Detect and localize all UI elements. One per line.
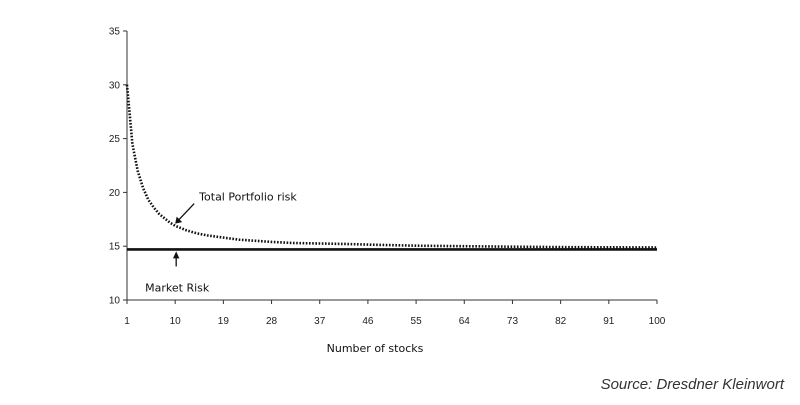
x-tick-label: 10 — [170, 316, 182, 327]
y-tick-label: 35 — [109, 27, 121, 38]
series-line-total-portfolio-risk — [125, 84, 658, 249]
arrow-total-portfolio-risk — [176, 203, 195, 223]
x-tick-label: 82 — [555, 316, 567, 327]
x-axis-title: Number of stocks — [327, 342, 424, 355]
x-tick-label: 73 — [507, 316, 519, 327]
x-tick-label: 37 — [314, 316, 326, 327]
x-tick-label: 91 — [603, 316, 615, 327]
source-caption: Source: Dresdner Kleinwort — [600, 376, 784, 393]
x-tick-label: 46 — [362, 316, 374, 327]
x-tick-label: 19 — [218, 316, 230, 327]
arrowhead-total-portfolio-risk — [175, 216, 183, 224]
x-tick-label: 1 — [124, 316, 130, 327]
y-tick-label: 15 — [109, 242, 121, 253]
arrowhead-market-risk — [172, 251, 180, 259]
y-tick-label: 30 — [109, 80, 121, 91]
annotations-group: Total Portfolio risk Market Risk Number … — [145, 191, 423, 355]
x-tick-label: 55 — [411, 316, 423, 327]
y-tick-label: 10 — [109, 296, 121, 307]
x-tick-label: 64 — [459, 316, 471, 327]
y-tick-label: 20 — [109, 188, 121, 199]
annotation-total-portfolio-risk: Total Portfolio risk — [198, 191, 297, 204]
annotation-market-risk: Market Risk — [145, 281, 210, 294]
series-group — [125, 84, 658, 251]
x-tick-label: 100 — [649, 316, 666, 327]
y-tick-label: 25 — [109, 134, 121, 145]
x-tick-label: 28 — [266, 316, 278, 327]
